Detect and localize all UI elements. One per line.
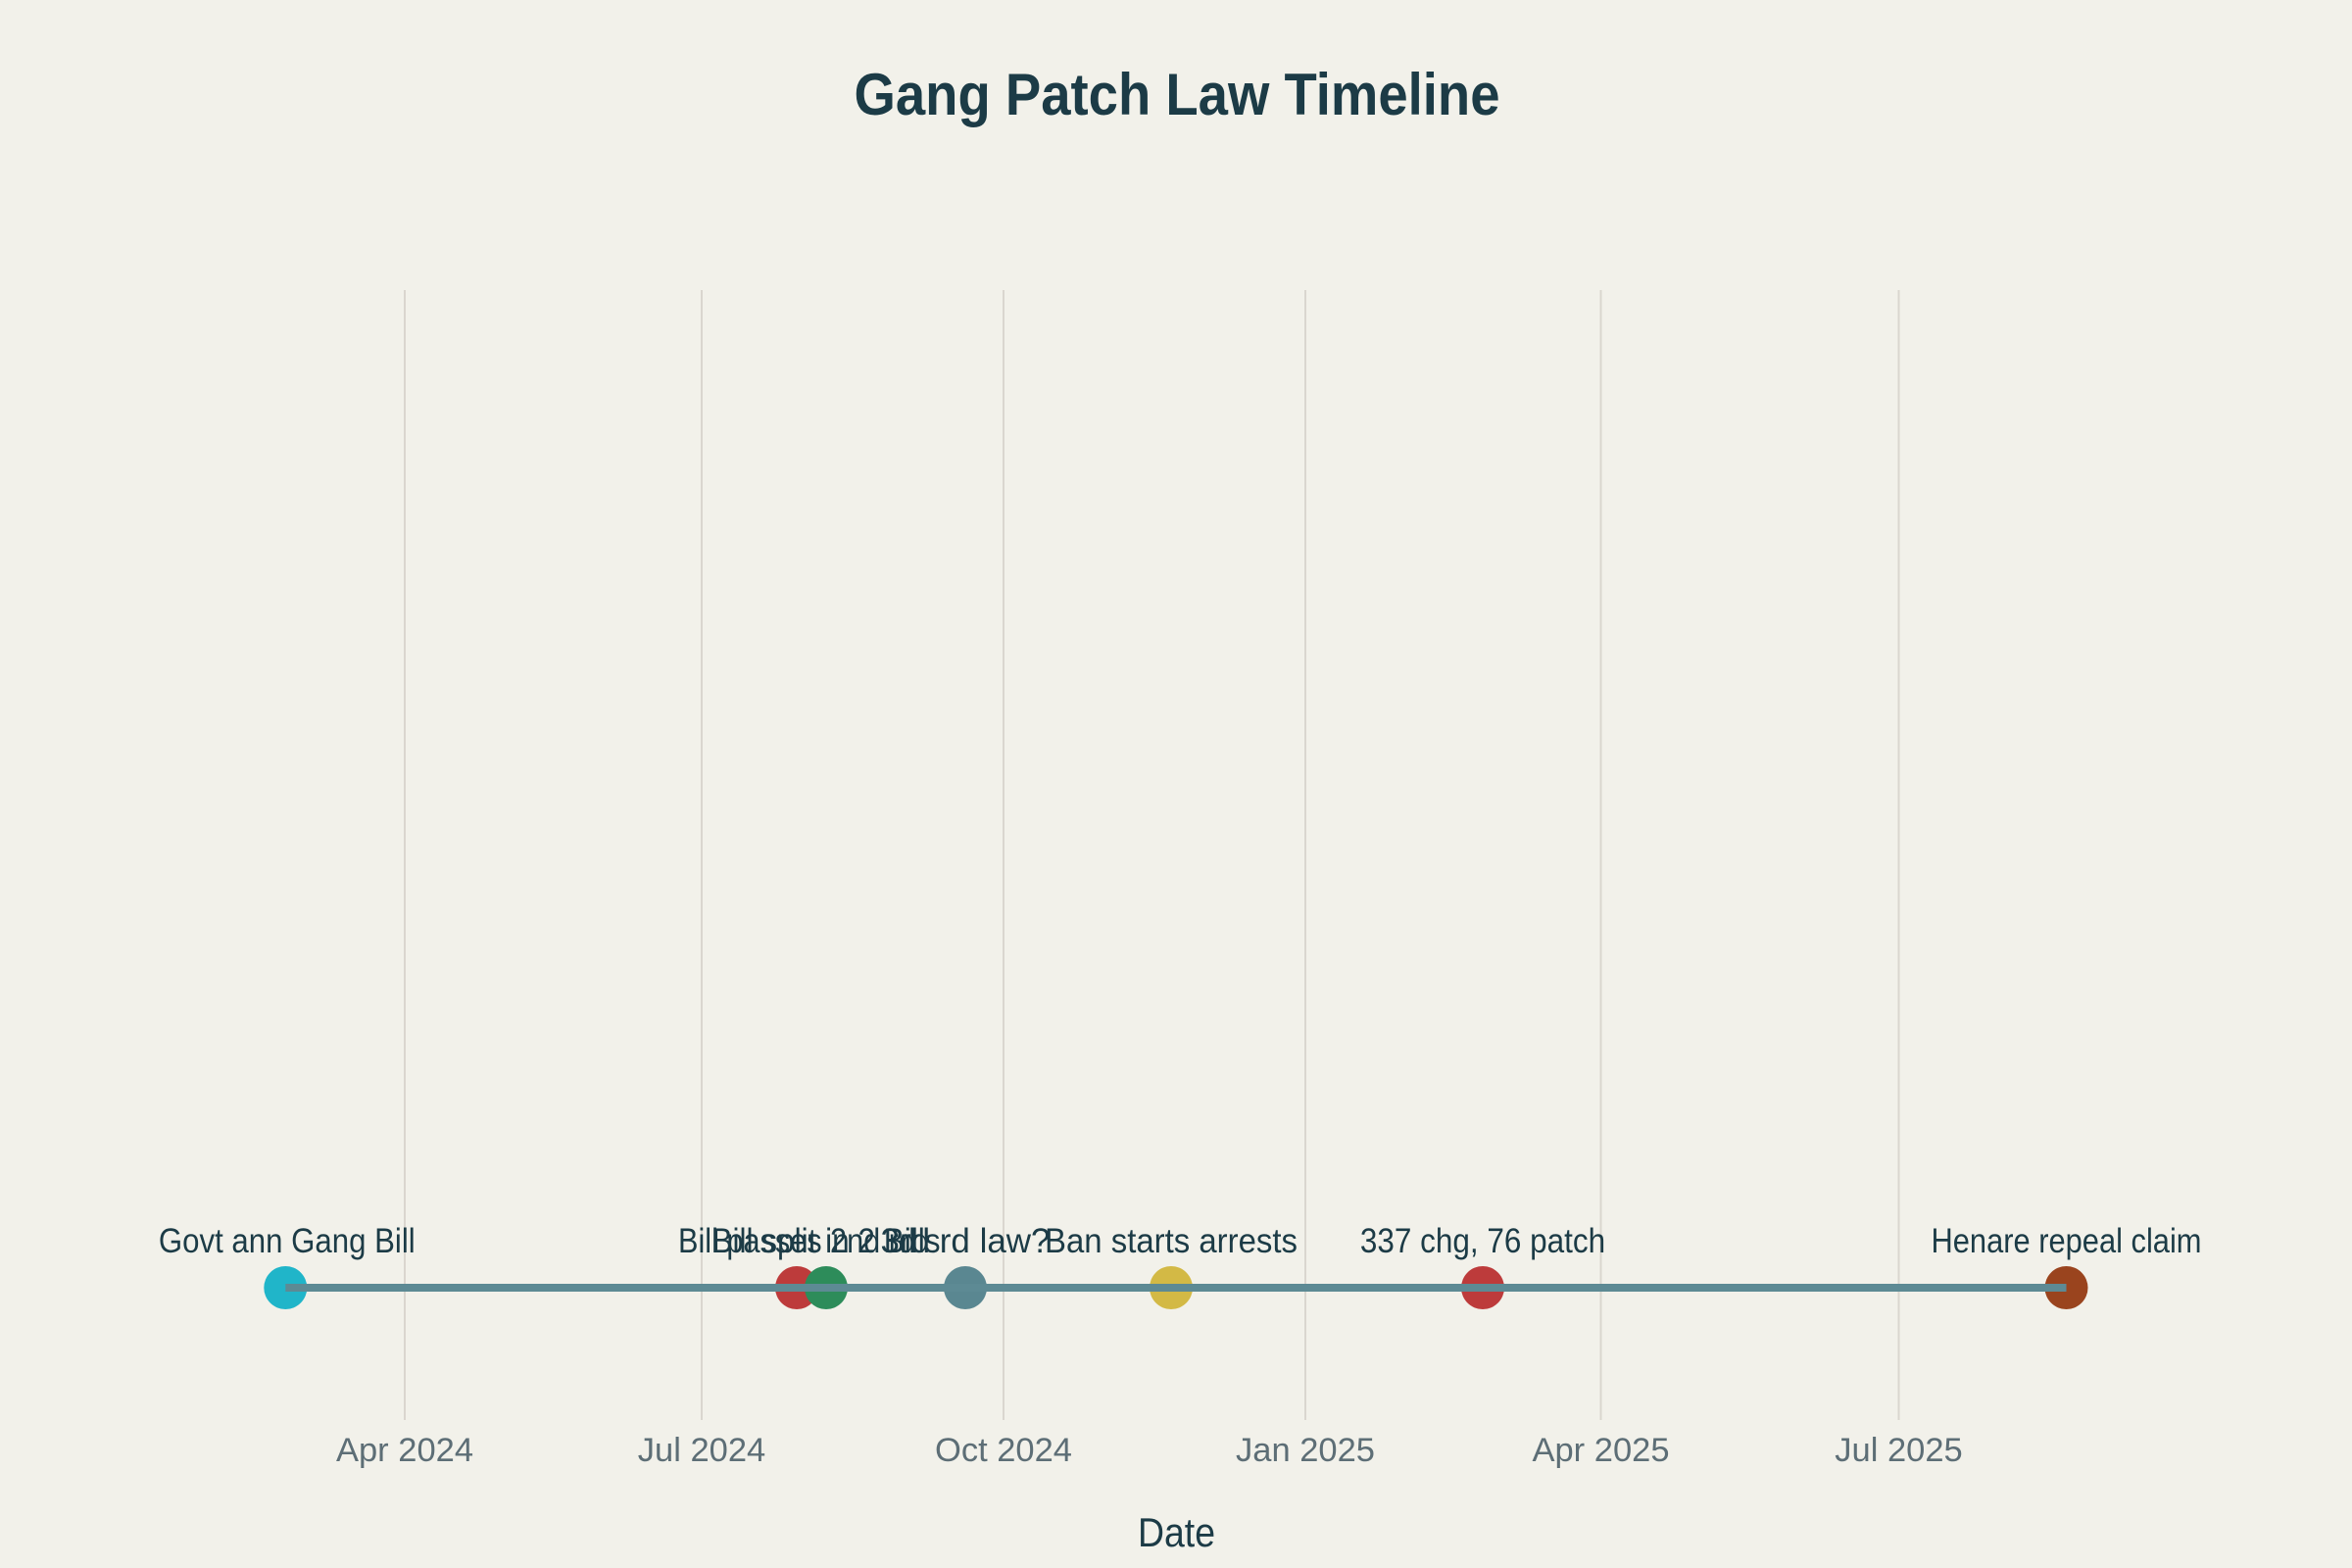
svg-text:3rd rd law?: 3rd rd law? <box>881 1222 1051 1260</box>
svg-text:Govt ann Gang Bill: Govt ann Gang Bill <box>159 1222 416 1260</box>
svg-text:Bill split in 2 Bills: Bill split in 2 Bills <box>712 1222 941 1260</box>
svg-text:Apr 2025: Apr 2025 <box>1532 1432 1669 1469</box>
svg-text:Jul 2025: Jul 2025 <box>1835 1432 1962 1469</box>
svg-text:Date: Date <box>1138 1509 1215 1555</box>
svg-text:Ban starts arrests: Ban starts arrests <box>1045 1222 1298 1260</box>
svg-text:Gang Patch Law Timeline: Gang Patch Law Timeline <box>855 61 1500 127</box>
svg-text:Jan 2025: Jan 2025 <box>1236 1432 1375 1469</box>
svg-text:Jul 2024: Jul 2024 <box>638 1432 765 1469</box>
svg-text:Henare repeal claim: Henare repeal claim <box>1932 1222 2202 1260</box>
svg-text:Oct 2024: Oct 2024 <box>935 1432 1072 1469</box>
svg-text:337 chg, 76 patch: 337 chg, 76 patch <box>1360 1222 1605 1260</box>
svg-text:Apr 2024: Apr 2024 <box>336 1432 473 1469</box>
svg-text:Bill passes 2nd rd: Bill passes 2nd rd <box>678 1222 915 1260</box>
